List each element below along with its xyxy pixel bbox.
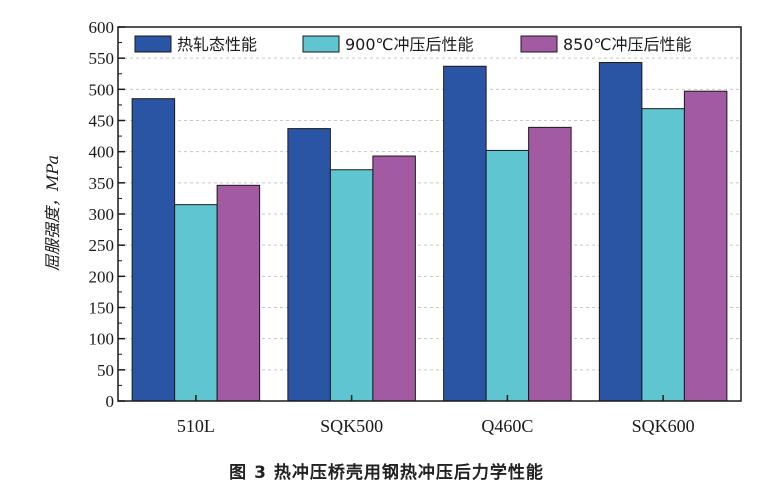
legend-label: 热轧态性能 (177, 35, 257, 54)
y-tick-label: 450 (89, 112, 115, 131)
x-category-label: SQK600 (632, 416, 695, 436)
x-category-label: 510L (177, 416, 215, 436)
y-tick-label: 350 (89, 174, 115, 193)
bar (641, 108, 685, 402)
bars (131, 62, 728, 402)
y-tick-label: 150 (89, 299, 115, 318)
y-tick-label: 400 (89, 143, 115, 162)
y-tick-label: 200 (89, 267, 115, 286)
legend-swatch (302, 35, 340, 53)
bar (683, 90, 728, 402)
bar (443, 65, 487, 402)
x-category-labels: 510L SQK500 Q460C SQK600 (177, 395, 695, 436)
bar (216, 184, 261, 402)
y-tick-label: 0 (106, 392, 115, 411)
legend-swatch (134, 35, 172, 53)
bar (174, 204, 218, 402)
y-tick-label: 600 (89, 18, 115, 37)
x-category-label: SQK500 (320, 416, 383, 436)
y-tick-label: 50 (97, 361, 114, 380)
bar (598, 62, 643, 402)
y-tick-label: 300 (89, 205, 115, 224)
bar (528, 126, 572, 402)
y-axis-title: 屈服强度，MPa (43, 155, 62, 271)
y-ticks: 0 50 100 150 200 250 300 350 400 450 500 550 600 (89, 18, 125, 411)
bar (485, 149, 530, 402)
bar (329, 169, 374, 402)
legend-label: 850℃冲压后性能 (563, 35, 692, 54)
y-tick-label: 100 (89, 330, 115, 349)
bar (287, 128, 331, 402)
y-tick-label: 250 (89, 236, 115, 255)
bar (372, 155, 416, 402)
legend: 热轧态性能 900℃冲压后性能 850℃冲压后性能 (134, 35, 692, 54)
legend-swatch (520, 35, 558, 53)
legend-label: 900℃冲压后性能 (345, 35, 474, 54)
x-category-label: Q460C (481, 416, 533, 436)
figure-caption: 图 3 热冲压桥壳用钢热冲压后力学性能 (229, 463, 544, 483)
y-tick-label: 500 (89, 80, 115, 99)
bar (131, 98, 176, 402)
y-tick-label: 550 (89, 49, 115, 68)
